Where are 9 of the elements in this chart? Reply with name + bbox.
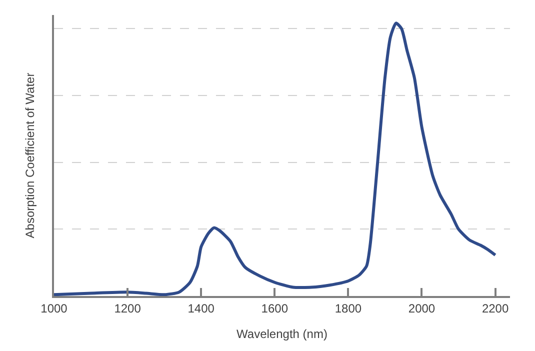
y-axis-title: Absorption Coefficient of Water: [22, 72, 37, 238]
x-tick-label: 1200: [114, 301, 142, 316]
x-tick-label: 1800: [334, 301, 362, 316]
x-tick-label: 1600: [261, 301, 288, 316]
x-axis-title: Wavelength (nm): [236, 326, 328, 341]
x-tick-label: 2200: [482, 301, 509, 316]
x-tick-label: 2000: [408, 301, 436, 316]
x-tick-label: 1000: [40, 301, 68, 316]
x-tick-label: 1400: [188, 301, 215, 316]
